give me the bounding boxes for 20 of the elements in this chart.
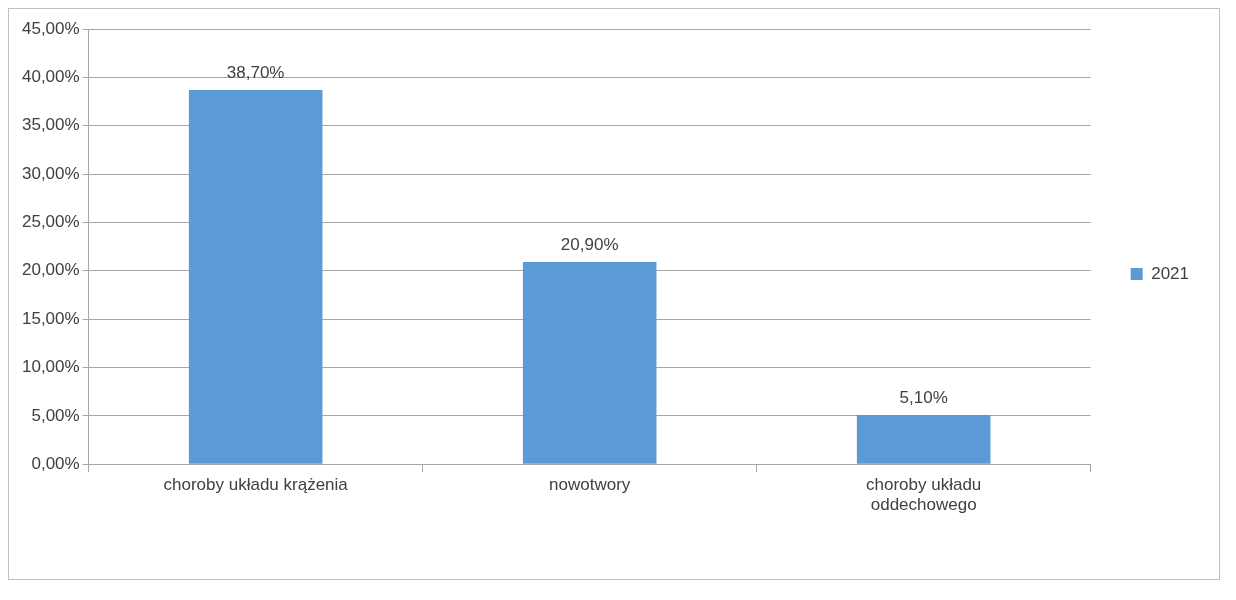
x-tick-label: choroby układu krążenia (163, 475, 349, 495)
data-label: 5,10% (899, 388, 948, 408)
y-tick-label: 5,00% (31, 405, 80, 425)
y-tick-label: 30,00% (21, 163, 80, 183)
data-label: 38,70% (226, 63, 285, 83)
y-tick-label: 25,00% (21, 212, 80, 232)
bar (522, 262, 657, 464)
bar (856, 414, 991, 464)
legend-label: 2021 (1151, 263, 1190, 283)
y-tick-label: 10,00% (21, 357, 80, 377)
y-tick-label: 35,00% (21, 115, 80, 135)
y-tick-label: 45,00% (21, 18, 80, 38)
y-tick-label: 0,00% (31, 453, 80, 473)
data-label: 20,90% (560, 235, 619, 255)
y-tick-label: 40,00% (21, 67, 80, 87)
y-tick-label: 15,00% (21, 308, 80, 328)
y-tick-label: 20,00% (21, 260, 80, 280)
x-tick-label: choroby układu oddechowego (866, 475, 982, 515)
x-tick-label: nowotwory (549, 475, 631, 495)
bar (188, 89, 323, 464)
